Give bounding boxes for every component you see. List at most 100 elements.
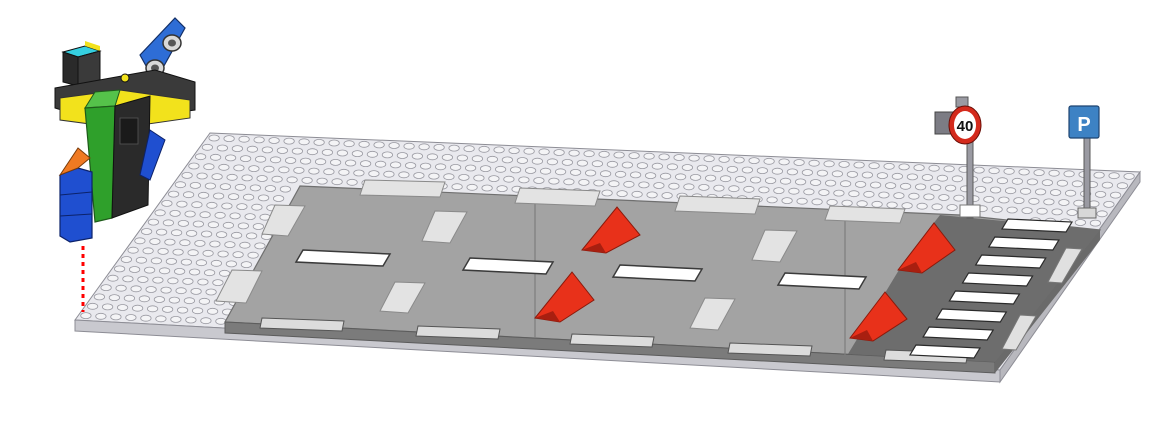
baseplate-stud (996, 177, 1009, 185)
baseplate-stud (182, 277, 194, 285)
baseplate-stud (80, 312, 92, 320)
baseplate-stud (601, 189, 613, 197)
baseplate-stud (448, 144, 460, 152)
baseplate-stud (936, 174, 949, 182)
baseplate-stud (841, 199, 853, 207)
road-tiles (215, 179, 906, 331)
baseplate-stud (239, 241, 251, 249)
baseplate-stud (878, 191, 890, 199)
baseplate-stud (689, 173, 702, 181)
baseplate-stud (248, 165, 260, 173)
baseplate-stud (456, 154, 468, 162)
baseplate-stud (149, 238, 161, 245)
baseplate-stud (583, 150, 595, 158)
baseplate-stud (704, 174, 717, 182)
baseplate-stud (240, 261, 252, 269)
curb-tile (569, 333, 655, 348)
baseplate-stud (204, 182, 216, 190)
baseplate-stud (216, 231, 228, 239)
baseplate-stud (219, 183, 231, 191)
baseplate-stud (117, 304, 129, 311)
road-tile (824, 205, 906, 224)
baseplate-stud (953, 194, 965, 202)
road-tile (689, 297, 736, 331)
baseplate-stud (278, 166, 290, 174)
baseplate-stud (249, 184, 261, 192)
baseplate-stud (127, 246, 139, 254)
baseplate-stud (666, 163, 679, 171)
baseplate-stud (613, 151, 625, 159)
baseplate-stud (197, 278, 209, 286)
baseplate-stud (198, 297, 210, 305)
baseplate-stud (923, 193, 935, 201)
baseplate-stud (683, 183, 695, 191)
baseplate-stud (207, 307, 219, 315)
baseplate-stud (331, 178, 343, 186)
lane-stripe (776, 272, 868, 290)
baseplate-stud (141, 228, 153, 235)
baseplate-stud (263, 165, 275, 173)
baseplate-stud (749, 176, 762, 184)
baseplate-stud (898, 163, 910, 171)
baseplate-stud (1123, 172, 1135, 180)
baseplate-stud (223, 135, 235, 143)
baseplate-stud (523, 147, 535, 155)
baseplate-stud (208, 134, 220, 142)
baseplate-stud (621, 161, 634, 169)
baseplate-stud (1035, 188, 1047, 196)
baseplate-stud (1036, 207, 1048, 215)
baseplate-stud (123, 294, 135, 302)
baseplate-stud (434, 163, 447, 171)
baseplate-stud (232, 251, 244, 259)
baseplate-stud (240, 155, 252, 163)
baseplate-stud (1033, 169, 1045, 177)
baseplate-stud (257, 194, 270, 202)
baseplate-stud (493, 146, 505, 154)
road-tile (421, 210, 468, 244)
baseplate-stud (538, 148, 550, 156)
baseplate-stud (155, 315, 167, 323)
baseplate-stud (190, 287, 202, 295)
baseplate-stud (719, 175, 732, 183)
baseplate-stud (503, 175, 515, 183)
baseplate-stud (225, 154, 237, 162)
baseplate-stud (225, 260, 237, 268)
baseplate-stud (1074, 219, 1087, 226)
baseplate-stud (203, 163, 215, 171)
baseplate-stud (233, 164, 245, 172)
baseplate-stud (433, 143, 445, 151)
baseplate-stud (871, 200, 883, 208)
baseplate-stud (593, 179, 605, 187)
baseplate-stud (991, 205, 1003, 213)
baseplate-stud (201, 143, 213, 151)
baseplate-stud (346, 178, 358, 186)
baseplate-stud (403, 142, 415, 150)
baseplate-stud (426, 153, 438, 161)
baseplate-stud (868, 162, 880, 170)
baseplate-stud (928, 164, 940, 172)
baseplate-stud (145, 286, 157, 293)
baseplate-stud (207, 221, 219, 229)
baseplate-stud (763, 157, 775, 165)
baseplate-stud (167, 277, 179, 285)
crosswalk-stripe (961, 272, 1034, 287)
baseplate-stud (308, 167, 320, 175)
baseplate-stud (244, 213, 256, 221)
baseplate-stud (553, 149, 565, 156)
baseplate-stud (921, 174, 934, 181)
baseplate-stud (629, 171, 642, 179)
baseplate-stud (186, 229, 198, 237)
baseplate-stud (321, 148, 333, 156)
baseplate-stud (578, 178, 590, 186)
baseplate-stud (329, 158, 342, 166)
baseplate-stud (268, 137, 280, 144)
baseplate-stud (177, 306, 189, 314)
lane-stripes (294, 249, 868, 290)
baseplate-stud (157, 247, 169, 255)
crosswalk-stripe (922, 326, 995, 341)
parking-sign-text: P (1077, 114, 1090, 136)
lane-stripe (294, 249, 392, 267)
baseplate-stud (217, 250, 229, 258)
baseplate-stud (1066, 209, 1078, 216)
baseplate-stud (264, 185, 276, 192)
